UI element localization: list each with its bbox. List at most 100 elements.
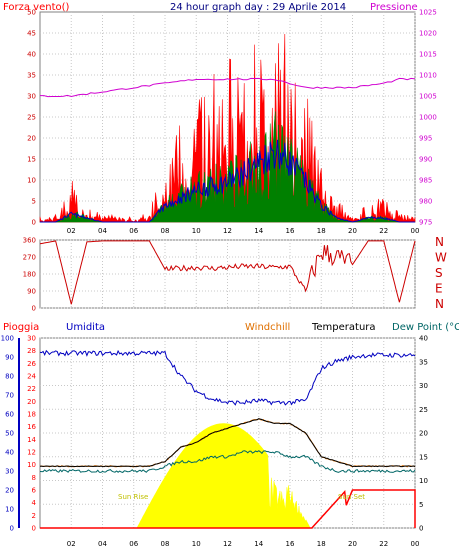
temperature-line bbox=[39, 418, 416, 468]
bottom-x-tick-label: 10 bbox=[192, 540, 201, 548]
humidity-tick-label: 40 bbox=[5, 449, 14, 457]
temperature-tick-label: 10 bbox=[419, 477, 428, 485]
humidity-tick-label: 50 bbox=[5, 430, 14, 438]
wind-speed-axis: 0 5 10 15 20 25 30 35 40 45 50 bbox=[27, 9, 36, 227]
humidity-tick-label: 20 bbox=[5, 487, 14, 495]
top-x-tick-label: 12 bbox=[223, 227, 232, 235]
humidity-tick-label: 60 bbox=[5, 411, 14, 419]
top-x-tick-label: 06 bbox=[129, 227, 138, 235]
rain-tick-label: 18 bbox=[27, 411, 36, 419]
wind-tick-label: 0 bbox=[32, 219, 36, 227]
top-x-tick-label: 00 bbox=[411, 227, 420, 235]
pressure-tick-label: 1015 bbox=[419, 51, 437, 59]
pressure-tick-label: 980 bbox=[419, 198, 432, 206]
pressure-tick-label: 975 bbox=[419, 219, 432, 227]
temperature-tick-label: 35 bbox=[419, 358, 428, 366]
wind-axis-label: Forza vento() bbox=[3, 2, 70, 13]
rain-tick-label: 28 bbox=[27, 347, 36, 355]
bottom-x-tick-label: 18 bbox=[317, 540, 326, 548]
temperature-grid bbox=[40, 337, 416, 529]
compass-label: S bbox=[435, 266, 443, 280]
temperature-tick-label: 20 bbox=[419, 430, 428, 438]
temperature-series bbox=[39, 349, 416, 529]
bottom-x-tick-label: 22 bbox=[379, 540, 388, 548]
rain-tick-label: 22 bbox=[27, 385, 36, 393]
pressure-tick-label: 990 bbox=[419, 156, 432, 164]
top-x-tick-label: 02 bbox=[67, 227, 76, 235]
sunset-label: Sun Set bbox=[338, 493, 365, 501]
bottom-x-axis: 02 04 06 08 10 12 14 16 18 20 22 00 bbox=[67, 540, 420, 548]
compass-label: W bbox=[435, 251, 447, 265]
dewpoint-label: Dew Point (°C bbox=[392, 322, 459, 333]
pressure-tick-label: 1005 bbox=[419, 93, 437, 101]
humidity-tick-label: 10 bbox=[5, 506, 14, 514]
rain-tick-label: 26 bbox=[27, 360, 36, 368]
top-x-tick-label: 10 bbox=[192, 227, 201, 235]
humidity-line bbox=[39, 349, 416, 406]
humidity-label: Umidita bbox=[66, 322, 105, 333]
direction-line bbox=[39, 240, 416, 305]
humidity-tick-label: 80 bbox=[5, 373, 14, 381]
temperature-tick-label: 0 bbox=[419, 525, 423, 533]
rain-tick-label: 4 bbox=[32, 499, 37, 507]
pressure-tick-label: 985 bbox=[419, 177, 432, 185]
direction-tick-label: 90 bbox=[27, 288, 36, 296]
bottom-x-tick-label: 04 bbox=[98, 540, 107, 548]
direction-series bbox=[39, 240, 416, 305]
rain-tick-label: 6 bbox=[32, 487, 37, 495]
humidity-tick-label: 100 bbox=[1, 335, 14, 343]
wind-tick-label: 15 bbox=[27, 156, 36, 164]
top-x-tick-label: 22 bbox=[379, 227, 388, 235]
compass-label: N bbox=[435, 297, 444, 311]
rain-tick-label: 12 bbox=[27, 449, 36, 457]
pressure-tick-label: 1025 bbox=[419, 9, 437, 17]
pressure-series bbox=[40, 77, 416, 98]
direction-tick-label: 270 bbox=[23, 254, 36, 262]
bottom-x-tick-label: 12 bbox=[223, 540, 232, 548]
direction-axis: 0 90 180 270 360 bbox=[23, 237, 36, 313]
top-x-tick-label: 14 bbox=[254, 227, 263, 235]
rain-tick-label: 8 bbox=[32, 474, 36, 482]
wind-tick-label: 35 bbox=[27, 72, 36, 80]
bottom-x-tick-label: 08 bbox=[161, 540, 170, 548]
compass-label: N bbox=[435, 235, 444, 249]
bottom-x-tick-label: 14 bbox=[254, 540, 263, 548]
temperature-tick-label: 15 bbox=[419, 453, 428, 461]
direction-tick-label: 360 bbox=[23, 237, 36, 245]
pressure-tick-label: 1020 bbox=[419, 30, 437, 38]
direction-tick-label: 180 bbox=[23, 271, 36, 279]
rain-tick-label: 16 bbox=[27, 423, 36, 431]
direction-tick-label: 0 bbox=[32, 305, 36, 313]
direction-grid bbox=[40, 239, 416, 309]
chart-title: 24 hour graph day : 29 Aprile 2014 bbox=[170, 2, 346, 13]
sun-radiation-area bbox=[136, 423, 311, 529]
rain-tick-label: 20 bbox=[27, 398, 36, 406]
wind-tick-label: 30 bbox=[27, 93, 36, 101]
wind-tick-label: 25 bbox=[27, 114, 36, 122]
wind-tick-label: 45 bbox=[27, 30, 36, 38]
windchill-label: Windchill bbox=[245, 322, 290, 333]
wind-tick-label: 20 bbox=[27, 135, 36, 143]
temperature-tick-label: 25 bbox=[419, 406, 428, 414]
pressure-axis-label: Pressione bbox=[370, 2, 418, 13]
bottom-x-tick-label: 16 bbox=[286, 540, 295, 548]
wind-tick-label: 10 bbox=[27, 177, 36, 185]
bottom-x-tick-label: 06 bbox=[129, 540, 138, 548]
temperature-label: Temperatura bbox=[311, 322, 376, 333]
rain-tick-label: 10 bbox=[27, 461, 36, 469]
temperature-tick-label: 30 bbox=[419, 382, 428, 390]
wind-tick-label: 40 bbox=[27, 51, 36, 59]
rain-tick-label: 0 bbox=[32, 525, 36, 533]
humidity-axis: 0 10 20 30 40 50 60 70 80 90 100 bbox=[1, 335, 20, 533]
humidity-tick-label: 0 bbox=[10, 525, 14, 533]
pressure-axis: 975 980 985 990 995 1000 1005 1010 1015 1020 1025 bbox=[419, 9, 437, 227]
average-series bbox=[40, 139, 415, 223]
compass-label: E bbox=[435, 282, 443, 296]
dewpoint-line bbox=[39, 450, 416, 474]
